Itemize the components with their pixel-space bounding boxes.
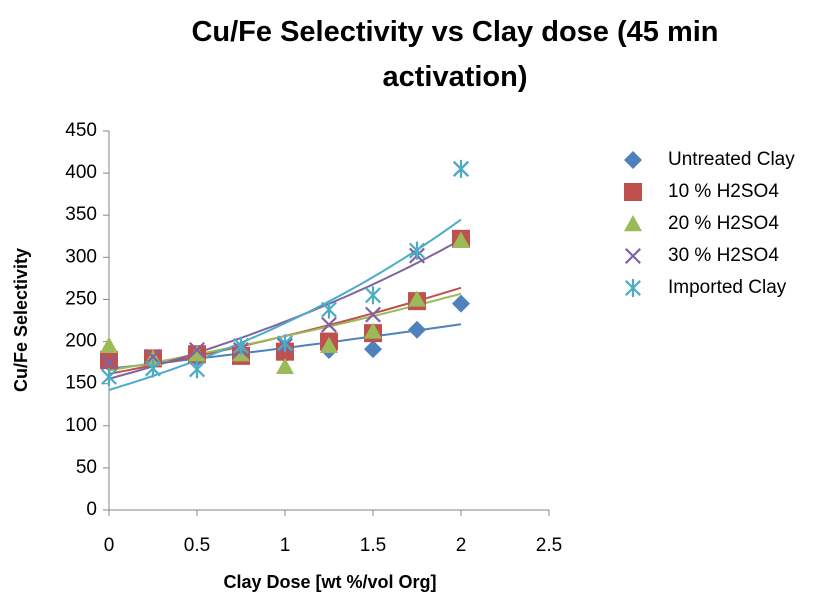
- marker: [101, 354, 117, 371]
- marker: [189, 342, 205, 358]
- y-tick-label: 400: [65, 162, 97, 183]
- marker: [277, 334, 293, 353]
- x-tick-label: 2: [456, 535, 467, 556]
- marker: [408, 320, 426, 339]
- marker: [188, 345, 206, 362]
- marker: [321, 316, 337, 333]
- marker: [365, 306, 381, 323]
- marker: [189, 360, 205, 379]
- marker: [453, 159, 469, 178]
- x-tick-label: 0.5: [184, 535, 210, 556]
- trendline: [108, 218, 462, 391]
- legend-label: 30 % H2SO4: [668, 245, 779, 266]
- x-tick-label: 1: [280, 535, 291, 556]
- legend-marker: [625, 248, 641, 264]
- marker: [145, 348, 161, 365]
- x-axis-label: Clay Dose [wt %/vol Org]: [223, 572, 436, 592]
- y-axis-label: Cu/Fe Selectivity: [11, 248, 31, 392]
- marker: [100, 336, 118, 353]
- marker: [145, 359, 161, 378]
- legend-label: Untreated Clay: [668, 149, 795, 170]
- legend-label: 20 % H2SO4: [668, 213, 779, 234]
- legend-marker: [624, 151, 642, 169]
- marker: [101, 367, 117, 386]
- marker: [233, 336, 249, 355]
- y-tick-label: 0: [86, 499, 97, 520]
- marker: [276, 357, 294, 375]
- y-tick-label: 450: [65, 120, 97, 141]
- marker: [364, 322, 382, 339]
- y-tick-label: 300: [65, 246, 97, 267]
- legend-marker: [625, 279, 641, 297]
- y-tick-label: 350: [65, 204, 97, 225]
- marker: [409, 241, 425, 260]
- trendline: [108, 238, 462, 380]
- legend-marker: [624, 215, 642, 232]
- y-tick-label: 200: [65, 331, 97, 352]
- marker: [452, 294, 470, 313]
- marker: [364, 340, 382, 359]
- legend-label: 10 % H2SO4: [668, 181, 779, 202]
- x-tick-label: 0: [104, 535, 115, 556]
- x-tick-label: 1.5: [360, 535, 386, 556]
- legend-marker: [624, 183, 642, 201]
- y-tick-label: 250: [65, 288, 97, 309]
- marker: [321, 300, 337, 319]
- marker: [408, 290, 426, 307]
- marker: [365, 286, 381, 305]
- marker: [320, 336, 338, 353]
- y-tick-label: 50: [76, 457, 97, 478]
- marker: [100, 351, 118, 370]
- y-tick-label: 100: [65, 415, 97, 436]
- x-tick-label: 2.5: [536, 535, 562, 556]
- marker: [452, 231, 470, 248]
- y-tick-label: 150: [65, 373, 97, 394]
- legend-label: Imported Clay: [668, 277, 787, 298]
- chart-title: Cu/Fe Selectivity vs Clay dose (45 min a…: [191, 16, 719, 93]
